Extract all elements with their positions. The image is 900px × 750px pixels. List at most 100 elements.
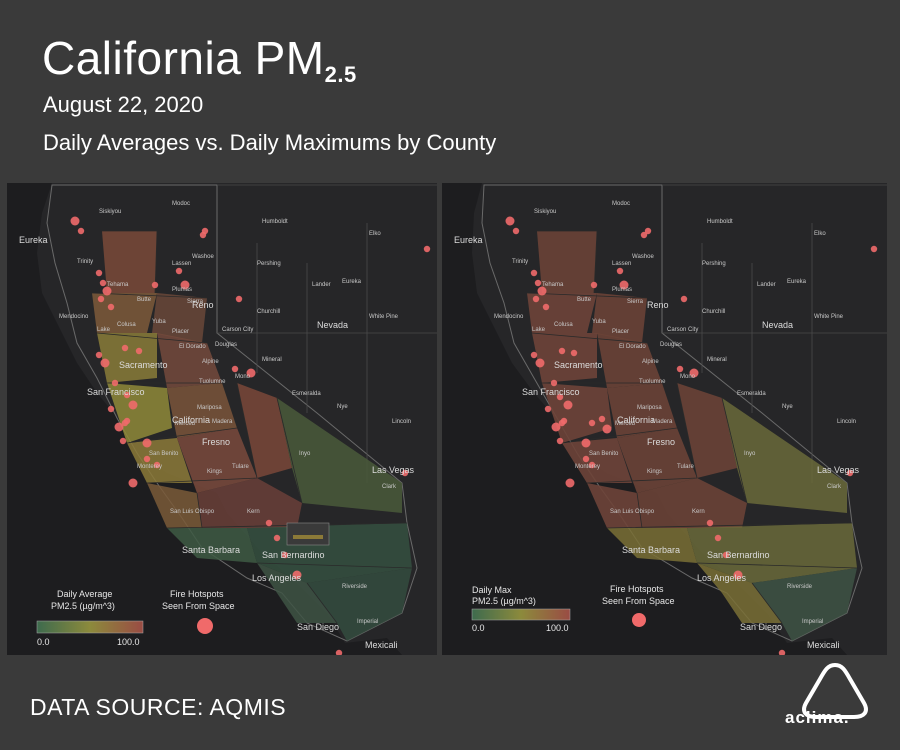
fire-hotspot-marker <box>558 347 566 355</box>
label-placer: Placer <box>612 329 629 335</box>
county-san-luis-obispo <box>147 483 202 528</box>
daily-average-map[interactable]: Eureka Reno Nevada Sacramento San Franci… <box>7 183 437 655</box>
label-lincoln: Lincoln <box>392 419 411 425</box>
map-tooltip-swatch <box>293 535 323 539</box>
legend-title-line1: Daily Average <box>57 589 112 599</box>
label-riverside: Riverside <box>787 584 813 590</box>
label-sierra: Sierra <box>627 299 644 305</box>
legend-title-line2: PM2.5 (µg/m^3) <box>472 596 536 606</box>
nevada-county-lines <box>217 184 437 483</box>
label-monterey: Monterey <box>575 464 600 470</box>
fire-hotspot-marker <box>581 438 591 448</box>
label-humboldt: Humboldt <box>707 219 733 225</box>
county-los-angeles <box>257 563 337 623</box>
label-mariposa: Mariposa <box>197 405 222 411</box>
hotspot-legend-line2: Seen From Space <box>602 596 675 606</box>
label-california: California <box>617 415 655 425</box>
fire-hotspot-marker <box>512 227 520 235</box>
label-california: California <box>172 415 210 425</box>
fire-hotspot-marker <box>570 349 578 357</box>
fire-hotspot-marker <box>292 570 302 580</box>
county-sierra-foothills <box>597 333 662 388</box>
hotspot-legend-icon <box>632 613 646 627</box>
label-san-francisco: San Francisco <box>87 387 145 397</box>
fire-hotspot-marker <box>542 303 550 311</box>
fire-hotspot-marker <box>598 415 606 423</box>
fire-hotspots <box>505 216 878 655</box>
label-imperial: Imperial <box>802 619 823 625</box>
label-san-francisco: San Francisco <box>522 387 580 397</box>
fire-hotspot-marker <box>560 417 568 425</box>
county-mono <box>237 383 292 478</box>
county-fresno <box>177 428 257 493</box>
label-imperial: Imperial <box>357 619 378 625</box>
label-eureka-nv: Eureka <box>787 279 807 285</box>
label-trinity: Trinity <box>512 259 528 265</box>
label-plumas: Plumas <box>172 287 192 293</box>
fire-hotspot-marker <box>640 231 648 239</box>
fire-hotspot-marker <box>537 286 547 296</box>
label-alpine: Alpine <box>202 359 219 365</box>
page-title: California PM2.5 <box>42 30 357 103</box>
label-sacramento: Sacramento <box>119 360 168 370</box>
fire-hotspot-marker <box>175 267 183 275</box>
label-siskiyou: Siskiyou <box>99 209 121 215</box>
label-las-vegas: Las Vegas <box>817 465 860 475</box>
fire-hotspot-marker <box>97 295 105 303</box>
label-modoc: Modoc <box>172 201 190 207</box>
label-clark: Clark <box>827 484 842 490</box>
legend-min: 0.0 <box>37 637 50 647</box>
county-kern <box>637 478 747 528</box>
daily-average-map-svg: Eureka Reno Nevada Sacramento San Franci… <box>7 183 437 655</box>
label-reno: Reno <box>192 300 214 310</box>
legend-color-scale <box>471 608 571 621</box>
page-date: August 22, 2020 <box>43 92 204 117</box>
fire-hotspot-marker <box>70 216 80 226</box>
label-douglas: Douglas <box>660 342 682 348</box>
label-kern: Kern <box>247 509 260 515</box>
label-eureka: Eureka <box>19 235 48 245</box>
fire-hotspot-marker <box>107 405 115 413</box>
label-fresno: Fresno <box>647 437 675 447</box>
fire-hotspot-marker <box>534 279 542 287</box>
label-pershing: Pershing <box>257 261 281 267</box>
label-lassen: Lassen <box>612 261 631 267</box>
county-riverside-imperial <box>307 568 412 641</box>
label-lake: Lake <box>532 327 546 333</box>
fire-hotspot-marker <box>100 358 110 368</box>
daily-max-map[interactable]: Eureka Reno Nevada Sacramento San Franci… <box>442 183 887 655</box>
label-tulare: Tulare <box>232 464 249 470</box>
fire-hotspot-marker <box>535 358 545 368</box>
fire-hotspot-marker <box>616 267 624 275</box>
label-san-benito: San Benito <box>149 451 179 457</box>
label-colusa: Colusa <box>554 322 573 328</box>
label-esmeralda: Esmeralda <box>737 391 766 397</box>
label-lake: Lake <box>97 327 111 333</box>
max-legend: Daily Max PM2.5 (µg/m^3) 0.0 100.0 Fire … <box>471 584 675 633</box>
county-fills <box>92 231 412 641</box>
county-santa-barbara <box>167 528 257 563</box>
label-churchill: Churchill <box>257 309 280 315</box>
label-tuolumne: Tuolumne <box>639 379 666 385</box>
fire-hotspot-marker <box>556 393 564 401</box>
county-plumas <box>152 293 207 343</box>
label-white-pine: White Pine <box>369 314 399 320</box>
fire-hotspot-marker <box>273 534 281 542</box>
fire-hotspot-marker <box>180 280 190 290</box>
fire-hotspot-marker <box>689 368 699 378</box>
fire-hotspot-marker <box>201 227 209 235</box>
label-washoe: Washoe <box>632 254 654 260</box>
label-colusa: Colusa <box>117 322 136 328</box>
average-legend: Daily Average PM2.5 (µg/m^3) 0.0 100.0 F… <box>36 589 235 647</box>
fire-hotspot-marker <box>551 422 561 432</box>
label-carson-city: Carson City <box>667 327 698 333</box>
label-mono: Mono <box>680 374 696 380</box>
county-fresno <box>617 428 697 493</box>
label-las-vegas: Las Vegas <box>372 465 415 475</box>
label-reno: Reno <box>647 300 669 310</box>
fire-hotspot-marker <box>107 303 115 311</box>
fire-hotspot-marker <box>235 295 243 303</box>
label-carson-city: Carson City <box>222 327 253 333</box>
fire-hotspot-marker <box>532 295 540 303</box>
fire-hotspot-marker <box>128 400 138 410</box>
